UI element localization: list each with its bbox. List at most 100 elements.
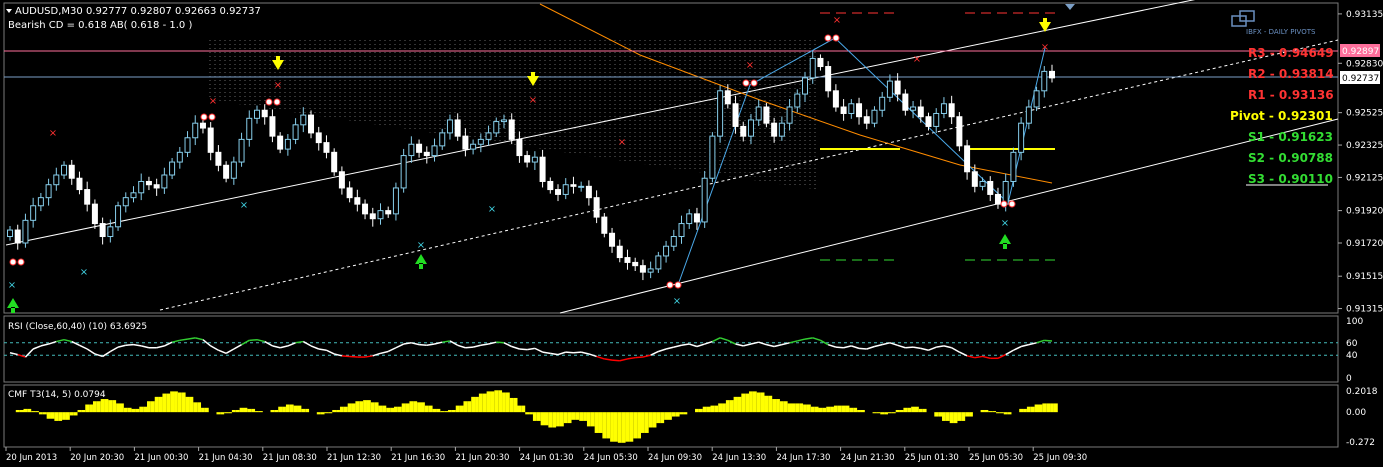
rsi-segment <box>665 346 674 350</box>
rsi-segment <box>743 343 752 347</box>
candle-body <box>176 151 183 163</box>
rsi-segment <box>681 343 690 347</box>
rsi-segment <box>318 348 327 351</box>
candle-body <box>516 138 523 157</box>
candle-body <box>755 106 762 121</box>
candle-body <box>107 226 114 238</box>
candle-body <box>431 145 438 157</box>
rsi-segment <box>1013 345 1022 351</box>
shift-marker-icon[interactable] <box>1065 4 1075 10</box>
rsi-segment <box>673 344 682 348</box>
rsi-segment <box>797 338 806 342</box>
rsi-segment <box>472 344 482 348</box>
rsi-segment <box>503 342 513 348</box>
candle-body <box>856 103 863 118</box>
rsi-segment <box>411 342 420 346</box>
rsi-tick-label: 0 <box>1346 374 1352 384</box>
candle-body <box>647 268 654 273</box>
candle-body <box>971 171 978 187</box>
candle-body <box>956 116 963 147</box>
candle-body <box>693 213 700 223</box>
rsi-segment <box>9 351 18 356</box>
rsi-segment <box>982 355 991 360</box>
candle-body <box>454 119 461 137</box>
cmf-tick-label: -0.272 <box>1346 438 1375 448</box>
menu-triangle-icon[interactable] <box>6 9 12 13</box>
rsi-segment <box>141 345 150 349</box>
candle-body <box>593 197 600 218</box>
rsi-segment <box>928 346 937 351</box>
candle-body <box>215 151 222 166</box>
candle-body <box>794 93 801 108</box>
candle-body <box>331 151 338 173</box>
candle-body <box>1018 122 1025 153</box>
rsi-segment <box>125 343 134 347</box>
candle-body <box>369 213 376 220</box>
cyan-x-marker: × <box>673 296 681 307</box>
red-x-marker: × <box>618 137 626 148</box>
candle-body <box>701 177 708 223</box>
rsi-segment <box>843 345 852 349</box>
cyan-x-marker: × <box>1001 218 1009 229</box>
rsi-segment <box>310 345 320 350</box>
price-tick-label: 0.93135 <box>1346 10 1383 20</box>
rsi-segment <box>24 348 34 358</box>
candle-body <box>68 164 75 179</box>
rsi-segment <box>480 343 489 347</box>
rsi-segment <box>511 345 520 350</box>
rsi-segment <box>171 339 180 343</box>
rsi-segment <box>820 339 829 346</box>
rsi-segment <box>635 356 643 359</box>
cmf-title: CMF T3(14, 5) 0.0794 <box>8 390 106 400</box>
rsi-segment <box>302 340 312 347</box>
rsi-segment <box>287 342 296 347</box>
price-tick-label: 0.92325 <box>1346 141 1383 151</box>
channel-middle-line <box>159 39 1339 311</box>
candle-body <box>1033 90 1040 108</box>
rsi-segment <box>94 353 103 358</box>
markers: × × × × × × × × × × × × × × × × <box>7 15 1051 313</box>
time-tick-label: 25 Jun 05:30 <box>969 453 1023 463</box>
rsi-segment <box>812 337 821 342</box>
candle-body <box>508 119 515 140</box>
pivot-labels: R3 - 0.94649 R2 - 0.93814 R1 - 0.93136 P… <box>1230 46 1334 186</box>
rsi-segment <box>882 342 891 346</box>
candle-body <box>385 210 392 215</box>
time-tick-label: 21 Jun 08:30 <box>263 453 317 463</box>
rsi-segment <box>442 340 451 343</box>
rsi-title: RSI (Close,60,40) (10) 63.6925 <box>8 322 147 332</box>
rsi-segment <box>334 353 343 357</box>
candle-body <box>192 122 199 139</box>
rsi-segment <box>835 346 844 349</box>
rsi-segment <box>874 343 883 348</box>
time-tick-label: 24 Jun 01:30 <box>520 453 574 463</box>
candle-body <box>562 184 569 195</box>
candle-body <box>261 109 268 118</box>
main-pane-frame <box>3 2 1339 314</box>
time-tick-label: 21 Jun 20:30 <box>455 453 509 463</box>
candle-body <box>22 219 29 244</box>
candle-body <box>933 112 940 127</box>
candle-body <box>30 205 37 221</box>
candle-body <box>848 103 855 114</box>
rsi-segment <box>858 347 867 350</box>
rsi-pane-frame <box>3 315 1339 383</box>
time-tick-label: 24 Jun 21:30 <box>841 453 895 463</box>
yellow-down-arrow-icon <box>1039 18 1051 32</box>
candle-body <box>709 135 716 179</box>
candle-body <box>585 185 592 199</box>
rsi-segment <box>279 345 289 349</box>
rsi-segment <box>959 351 968 357</box>
rsi-axis: 100 60 40 0 <box>1346 317 1363 384</box>
rsi-segment <box>326 349 335 355</box>
rsi-segment <box>496 341 505 344</box>
rsi-segment <box>341 355 350 358</box>
candle-body <box>570 184 577 187</box>
candle-body <box>686 213 693 225</box>
candle-body <box>199 122 206 129</box>
rsi-segment <box>395 343 404 349</box>
green-up-arrow-icon <box>415 254 427 269</box>
price-tick-label: 0.91515 <box>1346 272 1383 282</box>
